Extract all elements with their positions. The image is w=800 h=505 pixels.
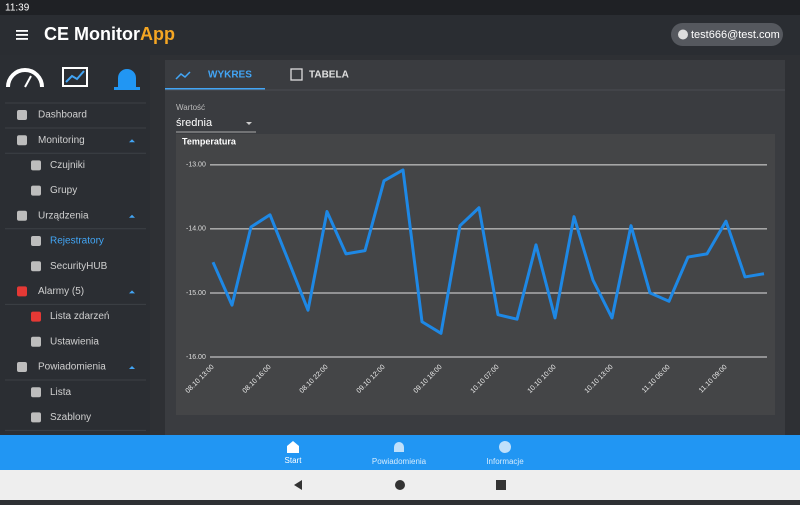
monitoring-icon-line	[65, 70, 85, 83]
menu-icon	[31, 261, 41, 272]
nav-notifications-icon[interactable]	[394, 442, 404, 452]
table-tab-icon	[290, 68, 303, 81]
y-tick-label: -14.00	[186, 226, 206, 233]
menu-subitem[interactable]: SecurityHUB	[50, 261, 108, 272]
menu-subitem[interactable]: Lista	[50, 387, 72, 398]
alarm-icon[interactable]	[118, 69, 136, 88]
bottom-nav	[0, 435, 800, 470]
nav-info[interactable]: Informacje	[486, 457, 524, 466]
alarm-icon-base	[114, 87, 140, 90]
menu-button[interactable]	[16, 30, 28, 40]
user-chip[interactable]	[671, 23, 783, 46]
menu-subitem[interactable]: Rejestratory	[50, 236, 104, 247]
system-home[interactable]	[395, 480, 405, 490]
system-back[interactable]	[294, 480, 302, 490]
menu-icon	[17, 110, 27, 120]
data-line	[211, 168, 765, 335]
menu-icon	[31, 311, 41, 322]
dashboard-icon[interactable]	[6, 68, 44, 88]
nav-notifications[interactable]: Powiadomienia	[372, 457, 427, 466]
app-title-main: CE Monitor	[44, 24, 140, 44]
app-title: CE MonitorApp	[44, 24, 175, 44]
menu-subitem[interactable]: Grupy	[50, 185, 77, 196]
chart-tab-icon	[175, 71, 191, 80]
monitoring-icon[interactable]	[62, 67, 88, 87]
app-title-accent: App	[140, 24, 175, 44]
y-tick-label: -16.00	[186, 354, 206, 361]
tab-table[interactable]: TABELA	[309, 70, 349, 81]
menu-icon	[17, 135, 27, 146]
menu-icon	[17, 286, 27, 297]
y-tick-label: -13.00	[186, 162, 206, 169]
tab-indicator	[165, 88, 265, 90]
menu-item[interactable]: Alarmy (5)	[38, 286, 84, 297]
menu-icon	[17, 362, 27, 372]
nav-start[interactable]: Start	[285, 456, 303, 465]
menu-item[interactable]: Powiadomienia	[38, 362, 106, 373]
app-bar	[0, 15, 800, 55]
tab-chart[interactable]: WYKRES	[208, 70, 252, 81]
menu-icon	[31, 236, 41, 246]
sidebar-menu: Dashboard Monitoring Czujniki Grupy Urządzen…	[5, 110, 146, 431]
menu-subitem[interactable]: Lista zdarzeń	[50, 311, 109, 322]
status-time: 11:39	[5, 3, 30, 14]
select-arrow	[246, 122, 252, 125]
expand-arrow	[129, 139, 135, 143]
chart-title: Temperatura	[182, 136, 237, 146]
menu-icon	[31, 387, 41, 398]
nav-info-icon[interactable]	[499, 441, 511, 453]
dashboard-icon-needle	[24, 75, 32, 88]
select-value[interactable]: średnia	[176, 117, 213, 129]
menu-item[interactable]: Monitoring	[38, 135, 85, 146]
status-bar	[0, 0, 800, 15]
menu-subitem[interactable]: Czujniki	[50, 160, 85, 171]
menu-icon	[17, 210, 27, 221]
nav-start-icon[interactable]	[287, 441, 299, 453]
user-icon	[678, 29, 688, 40]
menu-item[interactable]: Urządzenia	[38, 210, 89, 221]
menu-subitem[interactable]: Szablony	[50, 412, 91, 423]
chart-area	[176, 134, 775, 415]
menu-icon	[31, 185, 41, 196]
user-email: test666@test.com	[691, 29, 780, 41]
y-tick-label: -15.00	[186, 290, 206, 297]
expand-arrow	[129, 290, 135, 294]
menu-icon	[31, 336, 41, 347]
menu-subitem[interactable]: Ustawienia	[50, 336, 99, 347]
system-recents[interactable]	[496, 480, 506, 490]
menu-icon	[31, 160, 41, 171]
select-label: Wartość	[176, 103, 205, 112]
menu-icon	[31, 412, 41, 423]
expand-arrow	[129, 366, 135, 369]
menu-item[interactable]: Dashboard	[38, 110, 87, 121]
expand-arrow	[129, 214, 135, 218]
